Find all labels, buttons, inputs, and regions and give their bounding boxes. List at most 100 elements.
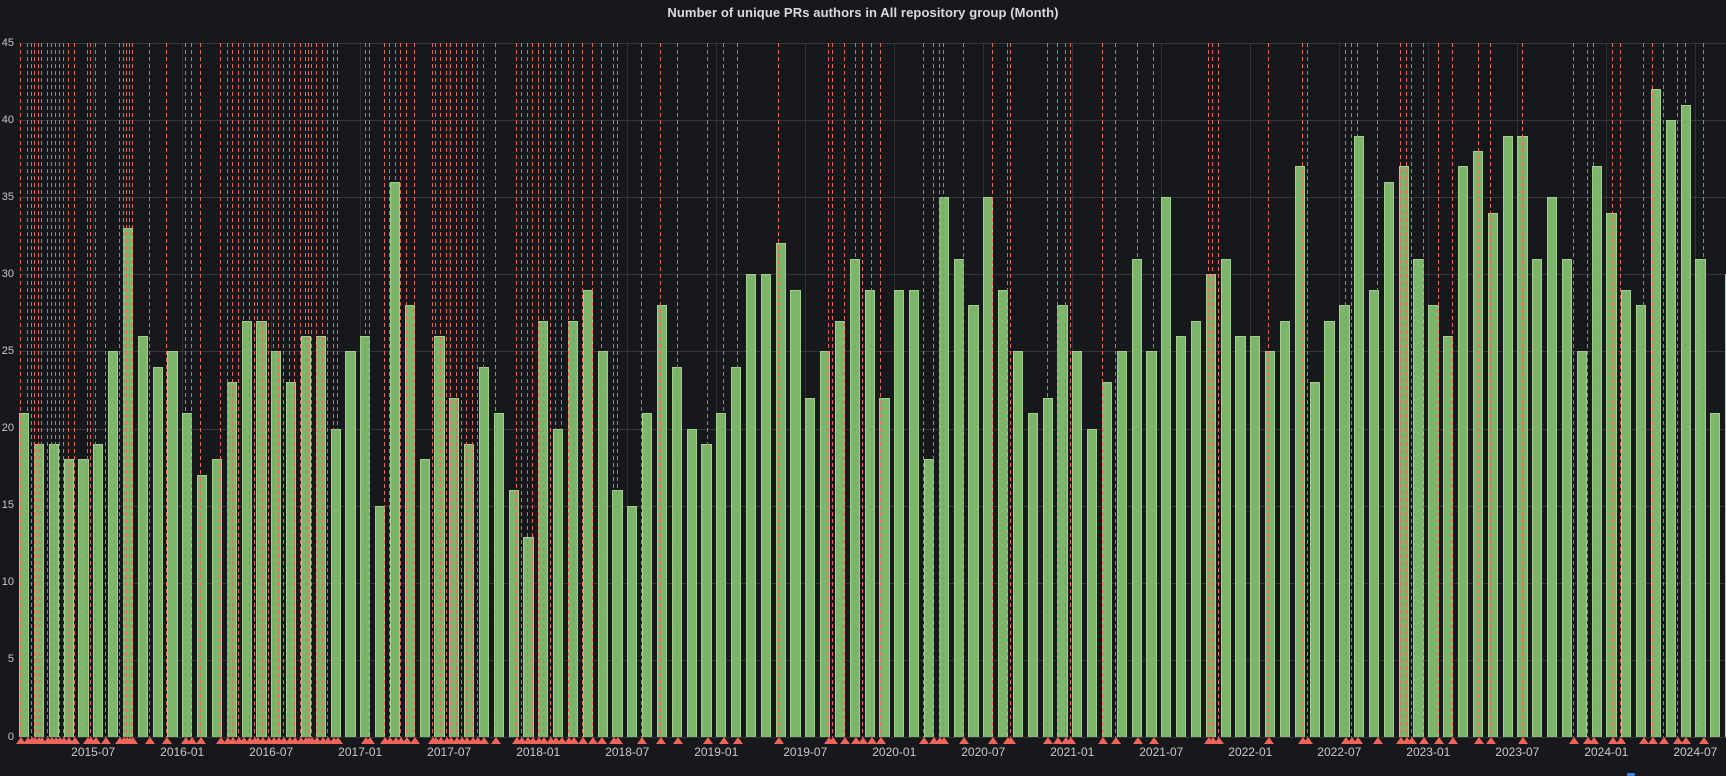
bar[interactable] bbox=[1710, 413, 1721, 737]
bar[interactable] bbox=[1235, 336, 1246, 737]
bar[interactable] bbox=[523, 536, 534, 737]
annotation-marker-icon[interactable] bbox=[384, 737, 395, 744]
bar[interactable] bbox=[197, 474, 208, 737]
annotation-line[interactable] bbox=[119, 43, 120, 737]
bar[interactable] bbox=[1057, 305, 1068, 737]
annotation-marker-icon[interactable] bbox=[587, 737, 598, 744]
annotation-marker-icon[interactable] bbox=[15, 737, 26, 744]
annotation-line[interactable] bbox=[227, 43, 228, 737]
annotation-marker-icon[interactable] bbox=[866, 737, 877, 744]
annotation-marker-icon[interactable] bbox=[1658, 737, 1669, 744]
annotation-line[interactable] bbox=[38, 43, 39, 737]
annotation-line[interactable] bbox=[538, 43, 539, 737]
scrollbar-thumb[interactable] bbox=[1627, 773, 1635, 776]
annotation-line[interactable] bbox=[243, 43, 244, 737]
annotation-marker-icon[interactable] bbox=[527, 737, 538, 744]
annotation-marker-icon[interactable] bbox=[612, 737, 623, 744]
bar[interactable] bbox=[1146, 351, 1157, 737]
annotation-marker-icon[interactable] bbox=[1372, 737, 1383, 744]
annotation-line[interactable] bbox=[1351, 43, 1352, 737]
bar[interactable] bbox=[1012, 351, 1024, 737]
annotation-line[interactable] bbox=[568, 43, 569, 737]
annotation-line[interactable] bbox=[550, 43, 551, 737]
bar[interactable] bbox=[968, 305, 979, 737]
annotation-line[interactable] bbox=[254, 43, 255, 737]
bar[interactable] bbox=[1190, 320, 1202, 737]
annotation-line[interactable] bbox=[1620, 43, 1621, 737]
annotation-line[interactable] bbox=[435, 43, 436, 737]
annotation-line[interactable] bbox=[1212, 43, 1213, 737]
bar[interactable] bbox=[508, 490, 519, 737]
annotation-line[interactable] bbox=[337, 43, 338, 737]
annotation-marker-icon[interactable] bbox=[1207, 737, 1218, 744]
annotation-marker-icon[interactable] bbox=[702, 737, 713, 744]
annotation-marker-icon[interactable] bbox=[1418, 737, 1429, 744]
annotation-marker-icon[interactable] bbox=[568, 737, 579, 744]
annotation-line[interactable] bbox=[1065, 43, 1066, 737]
annotation-line[interactable] bbox=[707, 43, 708, 737]
annotation-line[interactable] bbox=[327, 43, 328, 737]
annotation-line[interactable] bbox=[440, 43, 441, 737]
bar[interactable] bbox=[1324, 320, 1335, 737]
annotation-marker-icon[interactable] bbox=[1473, 737, 1484, 744]
annotation-line[interactable] bbox=[832, 43, 833, 737]
annotation-line[interactable] bbox=[59, 43, 60, 737]
annotation-marker-icon[interactable] bbox=[472, 737, 483, 744]
annotation-marker-icon[interactable] bbox=[435, 737, 446, 744]
annotation-line[interactable] bbox=[1047, 43, 1048, 737]
annotation-line[interactable] bbox=[149, 43, 150, 737]
bar[interactable] bbox=[211, 459, 223, 737]
annotation-marker-icon[interactable] bbox=[401, 737, 412, 744]
bar[interactable] bbox=[1636, 305, 1647, 737]
annotation-line[interactable] bbox=[1406, 43, 1407, 737]
bar[interactable] bbox=[1279, 320, 1291, 737]
bar[interactable] bbox=[1027, 413, 1038, 737]
annotation-line[interactable] bbox=[855, 43, 856, 737]
bar[interactable] bbox=[1131, 258, 1142, 737]
annotation-line[interactable] bbox=[308, 43, 309, 737]
annotation-marker-icon[interactable] bbox=[1607, 737, 1618, 744]
annotation-line[interactable] bbox=[963, 43, 964, 737]
annotation-line[interactable] bbox=[641, 43, 642, 737]
annotation-marker-icon[interactable] bbox=[516, 737, 527, 744]
bar[interactable] bbox=[48, 443, 59, 737]
annotation-line[interactable] bbox=[278, 43, 279, 737]
annotation-line[interactable] bbox=[1612, 43, 1613, 737]
bar[interactable] bbox=[137, 336, 148, 737]
bar[interactable] bbox=[1101, 382, 1113, 737]
annotation-marker-icon[interactable] bbox=[36, 737, 47, 744]
annotation-line[interactable] bbox=[880, 43, 881, 737]
annotation-line[interactable] bbox=[660, 43, 661, 737]
annotation-line[interactable] bbox=[933, 43, 934, 737]
bar[interactable] bbox=[760, 274, 771, 737]
annotation-marker-icon[interactable] bbox=[918, 737, 929, 744]
annotation-line[interactable] bbox=[939, 43, 940, 737]
bar[interactable] bbox=[1087, 428, 1098, 737]
annotation-marker-icon[interactable] bbox=[1517, 737, 1528, 744]
annotation-line[interactable] bbox=[283, 43, 284, 737]
annotation-marker-icon[interactable] bbox=[1065, 737, 1076, 744]
annotation-marker-icon[interactable] bbox=[1263, 737, 1274, 744]
bar[interactable] bbox=[1591, 166, 1602, 737]
annotation-marker-icon[interactable] bbox=[1132, 737, 1143, 744]
annotation-line[interactable] bbox=[1522, 43, 1523, 737]
annotation-marker-icon[interactable] bbox=[1352, 737, 1363, 744]
annotation-line[interactable] bbox=[555, 43, 556, 737]
bar[interactable] bbox=[1547, 197, 1558, 737]
annotation-line[interactable] bbox=[414, 43, 415, 737]
annotation-marker-icon[interactable] bbox=[596, 737, 607, 744]
bar[interactable] bbox=[597, 351, 608, 737]
bar[interactable] bbox=[1161, 197, 1172, 737]
bar[interactable] bbox=[1116, 351, 1127, 737]
bar[interactable] bbox=[894, 289, 905, 737]
bar[interactable] bbox=[1398, 166, 1409, 737]
bar[interactable] bbox=[553, 428, 564, 737]
annotation-line[interactable] bbox=[87, 43, 88, 737]
annotation-line[interactable] bbox=[369, 43, 370, 737]
annotation-line[interactable] bbox=[1587, 43, 1588, 737]
bar[interactable] bbox=[167, 351, 178, 737]
annotation-marker-icon[interactable] bbox=[461, 737, 472, 744]
annotation-line[interactable] bbox=[532, 43, 533, 737]
annotation-line[interactable] bbox=[200, 43, 201, 737]
annotation-line[interactable] bbox=[185, 43, 186, 737]
